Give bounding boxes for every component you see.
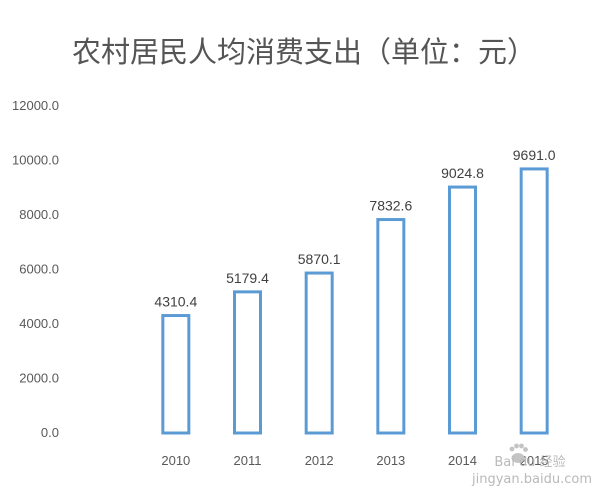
x-tick-label: 2010: [161, 453, 190, 468]
y-tick-label: 12000.0: [12, 98, 59, 113]
data-label: 5179.4: [226, 270, 269, 286]
data-label: 5870.1: [298, 251, 341, 267]
x-tick-label: 2014: [448, 453, 477, 468]
bar-2012: [304, 271, 334, 435]
x-tick-label: 2011: [234, 453, 262, 468]
x-axis: 2010 2011 2012 2013 2014 2015: [161, 453, 548, 468]
watermark-url: jingyan.baidu.com: [471, 472, 592, 487]
y-tick-label: 0.0: [41, 425, 59, 440]
data-labels: 4310.4 5179.4 5870.1 7832.6 9024.8 9691.0: [154, 147, 555, 310]
y-tick-label: 2000.0: [19, 371, 59, 386]
data-label: 4310.4: [154, 294, 197, 310]
bar-series: [161, 167, 549, 435]
bar-2015: [519, 167, 549, 435]
watermark: Bai du 经验 jingyan.baidu.com: [471, 443, 592, 487]
y-tick-label: 4000.0: [19, 316, 59, 331]
x-tick-label: 2012: [305, 453, 334, 468]
y-tick-label: 10000.0: [12, 153, 59, 168]
bar-2011: [233, 290, 262, 435]
y-axis: 0.0 2000.0 4000.0 6000.0 8000.0 10000.0 12000.…: [12, 98, 59, 440]
x-tick-label: 2015: [520, 453, 549, 468]
data-label: 7832.6: [369, 198, 412, 214]
y-tick-label: 8000.0: [19, 207, 59, 222]
bar-2013: [376, 218, 406, 435]
watermark-text: Bai du 经验: [494, 454, 565, 470]
x-tick-label: 2013: [376, 453, 405, 468]
data-label: 9024.8: [441, 165, 484, 181]
baidu-paw-icon: [509, 443, 528, 463]
data-label: 9691.0: [513, 147, 556, 163]
bar-2010: [161, 314, 191, 435]
y-tick-label: 6000.0: [19, 262, 59, 277]
bar-2014: [448, 185, 477, 435]
chart-title: 农村居民人均消费支出（单位：元）: [72, 35, 536, 69]
